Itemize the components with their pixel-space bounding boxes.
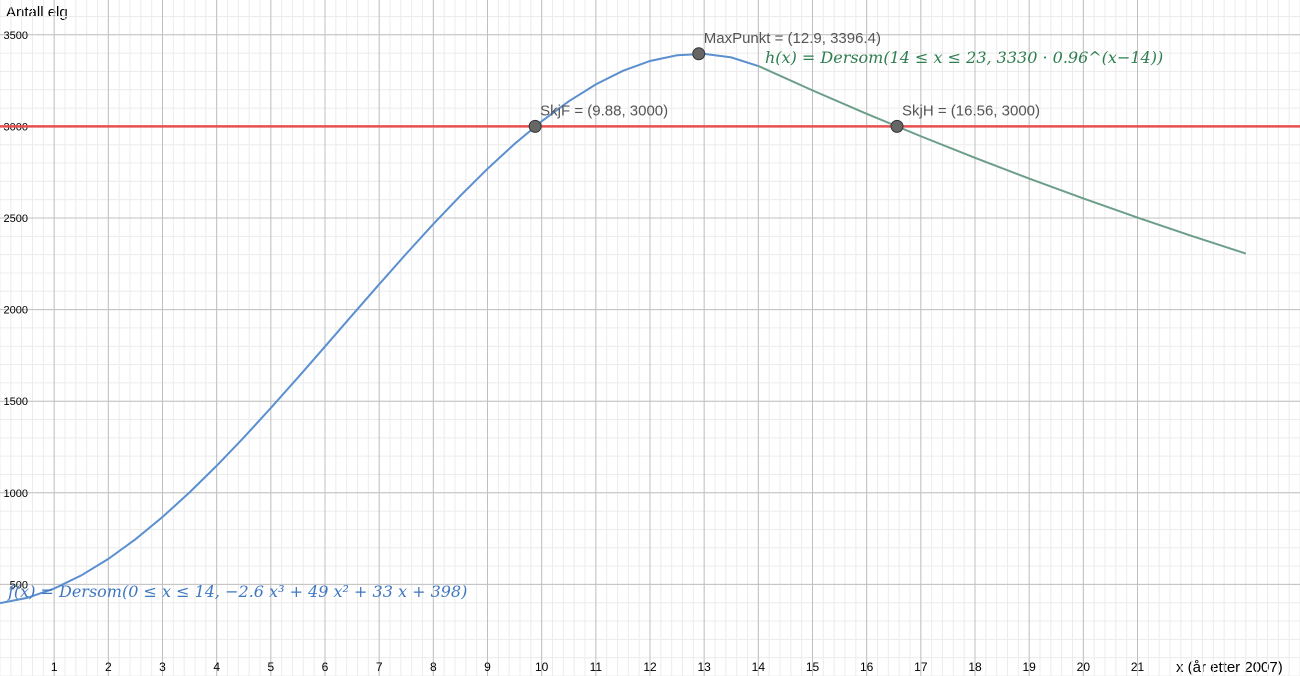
x-tick-label: 16 bbox=[860, 660, 874, 674]
x-tick-label: 14 bbox=[752, 660, 766, 674]
y-tick-label: 2500 bbox=[4, 213, 28, 225]
y-tick-label: 1000 bbox=[4, 488, 28, 500]
x-tick-label: 20 bbox=[1077, 660, 1091, 674]
x-tick-label: 6 bbox=[322, 660, 329, 674]
x-tick-label: 19 bbox=[1022, 660, 1036, 674]
x-tick-label: 17 bbox=[914, 660, 928, 674]
x-tick-label: 5 bbox=[267, 660, 274, 674]
x-tick-label: 2 bbox=[105, 660, 112, 674]
x-tick-label: 10 bbox=[535, 660, 549, 674]
x-tick-label: 4 bbox=[213, 660, 220, 674]
point bbox=[890, 119, 904, 133]
x-tick-label: 8 bbox=[430, 660, 437, 674]
x-tick-label: 15 bbox=[806, 660, 820, 674]
y-axis-label: Antall elg bbox=[6, 4, 68, 21]
y-tick-label: 2000 bbox=[4, 305, 28, 317]
y-tick-label: 1500 bbox=[4, 396, 28, 408]
x-tick-label: 3 bbox=[159, 660, 166, 674]
x-tick-label: 11 bbox=[590, 660, 603, 674]
x-tick-label: 12 bbox=[643, 660, 657, 674]
formula: h(x) = Dersom(14 ≤ x ≤ 23, 3330 · 0.96^(… bbox=[765, 48, 1163, 67]
x-tick-label: 7 bbox=[376, 660, 383, 674]
x-tick-label: 18 bbox=[968, 660, 982, 674]
point-label: SkjF = (9.88, 3000) bbox=[540, 102, 668, 119]
point bbox=[528, 119, 542, 133]
curve bbox=[757, 65, 1247, 255]
point-label: SkjH = (16.56, 3000) bbox=[902, 102, 1040, 119]
point-label: MaxPunkt = (12.9, 3396.4) bbox=[704, 30, 881, 47]
x-tick-label: 1 bbox=[51, 660, 58, 674]
point bbox=[692, 47, 706, 61]
x-tick-label: 13 bbox=[697, 660, 711, 674]
y-tick-label: 500 bbox=[10, 579, 28, 591]
formula: f(x) = Dersom(0 ≤ x ≤ 14, −2.6 x³ + 49 x… bbox=[7, 582, 467, 601]
x-tick-label: 21 bbox=[1131, 660, 1145, 674]
y-tick-label: 3500 bbox=[4, 30, 28, 42]
curve bbox=[0, 52, 759, 605]
x-tick-label: 9 bbox=[484, 660, 491, 674]
